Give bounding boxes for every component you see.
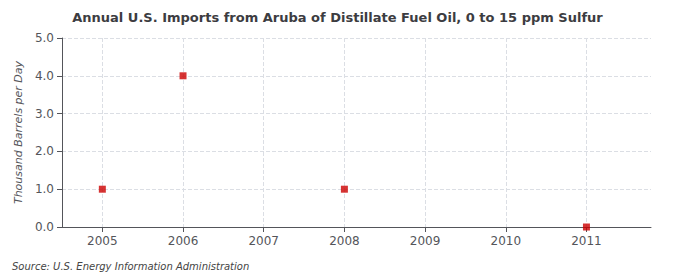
svg-text:1.0: 1.0 [35, 182, 54, 196]
svg-text:2006: 2006 [168, 234, 199, 248]
svg-text:2011: 2011 [571, 234, 602, 248]
svg-text:2005: 2005 [87, 234, 118, 248]
svg-text:Thousand Barrels per Day: Thousand Barrels per Day [12, 60, 25, 204]
svg-text:5.0: 5.0 [35, 31, 54, 45]
svg-text:2008: 2008 [329, 234, 360, 248]
svg-text:2007: 2007 [248, 234, 279, 248]
svg-text:Source: U.S. Energy Informatio: Source: U.S. Energy Information Administ… [12, 261, 249, 272]
svg-text:2009: 2009 [410, 234, 441, 248]
svg-text:2.0: 2.0 [35, 144, 54, 158]
svg-text:2010: 2010 [490, 234, 521, 248]
svg-text:3.0: 3.0 [35, 107, 54, 121]
svg-text:4.0: 4.0 [35, 69, 54, 83]
svg-text:Annual U.S. Imports from Aruba: Annual U.S. Imports from Aruba of Distil… [72, 10, 603, 25]
svg-text:0.0: 0.0 [35, 220, 54, 234]
